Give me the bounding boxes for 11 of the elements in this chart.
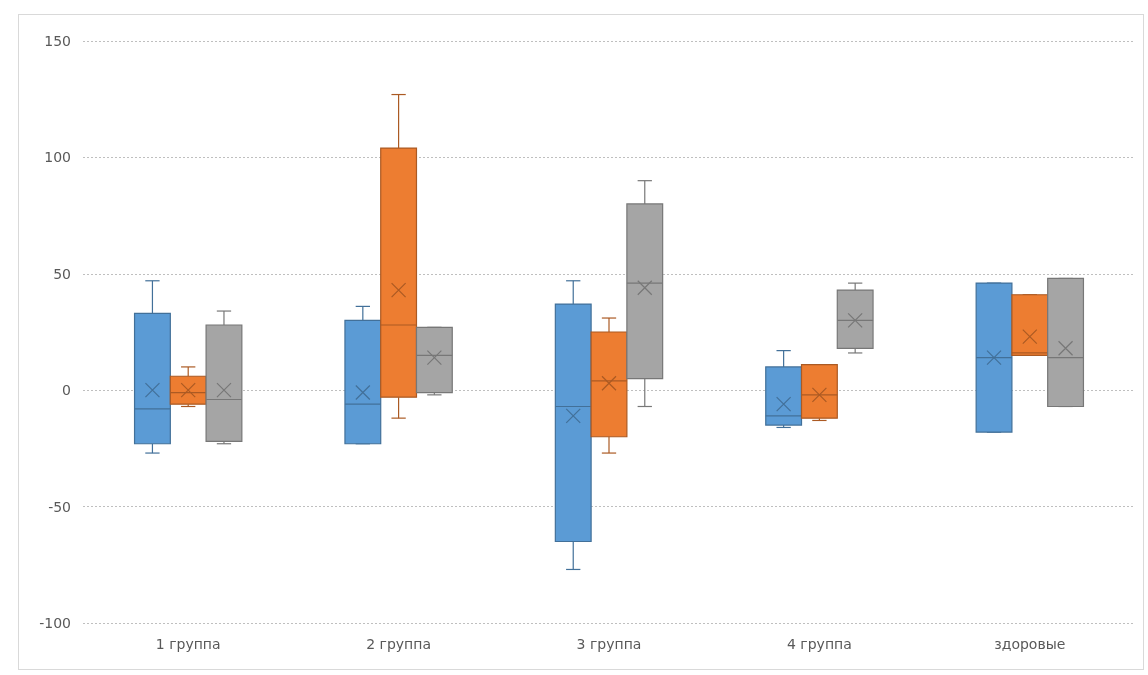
- x-tick-label: 1 группа: [155, 636, 221, 652]
- y-tick-label: 150: [44, 33, 71, 49]
- y-tick-label: 0: [62, 382, 71, 399]
- x-tick-label: здоровые: [994, 636, 1066, 652]
- x-tick-label: 4 группа: [787, 636, 852, 652]
- y-tick-label: -50: [48, 498, 71, 515]
- x-tick-label: 2 группа: [366, 636, 431, 652]
- y-tick-label: 50: [53, 265, 71, 282]
- x-tick-label: 3 группа: [576, 636, 642, 652]
- y-tick-label: -100: [39, 615, 71, 631]
- y-tick-label: 100: [44, 149, 71, 166]
